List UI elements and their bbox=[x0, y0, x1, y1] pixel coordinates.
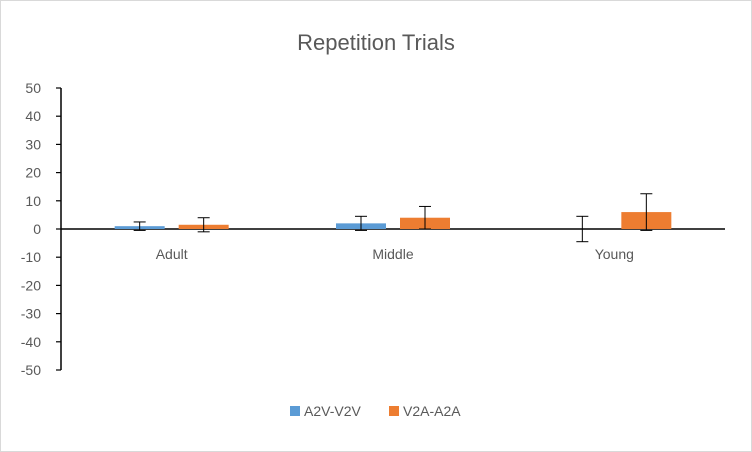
legend-label: V2A-A2A bbox=[403, 403, 461, 419]
y-tick-label: 40 bbox=[25, 108, 41, 124]
y-tick-label: 50 bbox=[25, 80, 41, 96]
y-tick-label: -10 bbox=[21, 249, 41, 265]
chart-title: Repetition Trials bbox=[297, 30, 455, 55]
y-tick-label: 20 bbox=[25, 165, 41, 181]
category-label: Adult bbox=[156, 246, 188, 262]
legend: A2V-V2V V2A-A2A bbox=[290, 403, 461, 419]
category-label: Middle bbox=[372, 246, 413, 262]
axes-layer bbox=[56, 87, 725, 371]
y-tick-label: -30 bbox=[21, 306, 41, 322]
y-tick-label: 30 bbox=[25, 136, 41, 152]
labels-layer: 50 40 30 20 10 0 -10 -20 -30 -40 -50 Adult Middle You… bbox=[21, 80, 634, 378]
error-bars-layer bbox=[133, 193, 653, 243]
category-label: Young bbox=[595, 246, 634, 262]
y-tick-label: -50 bbox=[21, 362, 41, 378]
legend-swatch bbox=[290, 406, 300, 416]
y-tick-label: -20 bbox=[21, 277, 41, 293]
y-tick-label: 10 bbox=[25, 193, 41, 209]
legend-swatch bbox=[389, 406, 399, 416]
legend-label: A2V-V2V bbox=[304, 403, 361, 419]
y-tick-label: -40 bbox=[21, 334, 41, 350]
y-tick-label: 0 bbox=[33, 221, 41, 237]
bars-layer bbox=[114, 212, 672, 229]
